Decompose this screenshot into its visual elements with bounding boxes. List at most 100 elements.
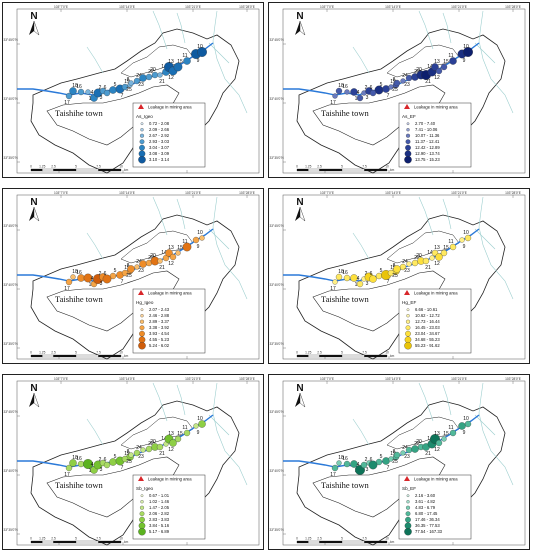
sampling-site-marker — [175, 250, 181, 256]
sampling-site-marker — [69, 459, 77, 467]
site-number-label: 23 — [404, 454, 410, 460]
sampling-site-marker — [399, 263, 407, 271]
legend-class-label: 2.93 - 3.03 — [149, 139, 170, 144]
site-number-label: 25 — [126, 87, 132, 93]
site-number-label: 8 — [127, 77, 130, 83]
sampling-site-marker — [139, 260, 147, 268]
town-label: Taishihe town — [321, 108, 370, 118]
legend-class-label: 3.04 - 3.07 — [149, 145, 170, 150]
site-number-label: 9 — [463, 244, 466, 250]
site-number-label: 25 — [126, 459, 132, 465]
site-number-label: 22 — [148, 69, 154, 75]
site-number-label: 21 — [159, 451, 165, 457]
sampling-site-marker — [343, 460, 351, 468]
svg-text:2.5: 2.5 — [51, 165, 56, 169]
site-number-label: 6 — [104, 85, 107, 91]
longitude-tick-label: 103°14'0"E — [385, 5, 401, 9]
map-svg: 103°7'0"E 103°14'0"E 103°21'0"E 103°28'0"E 3… — [270, 5, 526, 174]
site-number-label: 25 — [126, 273, 132, 279]
site-number-label: 6 — [370, 457, 373, 463]
legend-class-label: 6.80 - 17.45 — [415, 511, 438, 516]
sampling-site-marker — [369, 275, 377, 283]
site-number-label: 8 — [127, 449, 130, 455]
site-number-label: 8 — [393, 449, 396, 455]
site-number-label: 22 — [414, 255, 420, 261]
site-number-label: 14 — [427, 64, 433, 70]
sampling-site-marker — [344, 89, 350, 95]
site-number-label: 13 — [434, 59, 440, 65]
legend-class-label: 2.07 - 2.43 — [149, 307, 170, 312]
latitude-tick-label: 33°45'0"N — [4, 410, 19, 414]
sampling-site-marker — [343, 274, 351, 282]
leakage-legend-label: Leakage in mining area — [414, 105, 458, 110]
site-number-label: 4 — [357, 462, 360, 468]
legend-class-label: 12.90 - 13.74 — [415, 151, 440, 156]
sampling-site-marker — [332, 279, 338, 285]
site-number-label: 2 — [365, 457, 368, 463]
sampling-site-marker — [77, 88, 85, 96]
site-number-label: 24 — [136, 259, 142, 265]
site-number-label: 21 — [159, 265, 165, 271]
site-number-label: 24 — [136, 73, 142, 79]
latitude-tick-label: 33°45'0"N — [270, 38, 285, 42]
longitude-tick-label: 103°21'0"E — [451, 5, 467, 9]
sampling-site-marker — [199, 235, 205, 241]
svg-text:1.25: 1.25 — [39, 351, 45, 355]
map-panel-sb-igeo: 103°7'0"E 103°14'0"E 103°21'0"E 103°28'0"E 3… — [2, 374, 264, 550]
leakage-legend-label: Leakage in mining area — [414, 477, 458, 482]
svg-text:0: 0 — [296, 351, 298, 355]
longitude-tick-label: 103°28'0"E — [239, 191, 255, 195]
site-number-label: 10 — [197, 416, 203, 422]
site-number-label: 24 — [402, 259, 408, 265]
site-number-label: 15 — [443, 245, 449, 251]
sampling-site-marker — [198, 420, 206, 428]
svg-text:km: km — [124, 168, 129, 172]
sampling-site-marker — [441, 436, 447, 442]
leakage-legend-label: Leakage in mining area — [414, 291, 458, 296]
sampling-site-marker — [121, 269, 129, 277]
legend-class-label: 34.68 - 55.23 — [415, 337, 440, 342]
svg-text:2.5: 2.5 — [51, 351, 56, 355]
sampling-site-marker — [388, 456, 394, 462]
longitude-tick-label: 103°7'0"E — [54, 191, 68, 195]
latitude-tick-label: 33°35'0"N — [4, 528, 19, 532]
site-number-label: 14 — [427, 250, 433, 256]
sampling-site-marker — [400, 450, 406, 456]
legend-class-label: 12.42 - 12.89 — [415, 145, 440, 150]
site-number-label: 3 — [100, 281, 103, 287]
site-number-label: 16 — [342, 456, 348, 462]
site-number-label: 5 — [114, 268, 117, 274]
sampling-site-marker — [464, 234, 472, 242]
town-label: Taishihe town — [55, 108, 104, 118]
leakage-legend-label: Leakage in mining area — [148, 477, 192, 482]
site-number-label: 20 — [416, 67, 422, 73]
sampling-site-marker — [128, 80, 134, 86]
sampling-site-marker — [103, 461, 111, 469]
sampling-site-marker — [375, 458, 383, 466]
legend-class-label: 5.24 - 6.02 — [149, 343, 170, 348]
svg-text:1.25: 1.25 — [39, 165, 45, 169]
site-number-label: 1 — [355, 282, 358, 288]
site-number-label: 4 — [91, 90, 94, 96]
legend-class-label: 0.67 - 1.01 — [149, 493, 170, 498]
site-number-label: 13 — [434, 431, 440, 437]
site-number-label: 11 — [182, 53, 187, 59]
svg-text:N: N — [296, 11, 303, 22]
svg-text:1.25: 1.25 — [39, 537, 45, 541]
site-number-label: 15 — [443, 431, 449, 437]
site-number-label: 16 — [76, 456, 82, 462]
longitude-tick-label: 103°21'0"E — [185, 5, 201, 9]
latitude-tick-label: 33°35'0"N — [270, 528, 285, 532]
sampling-site-marker — [183, 57, 191, 65]
leakage-legend-label: Leakage in mining area — [148, 291, 192, 296]
legend-class-label: 0.72 - 2.08 — [149, 121, 170, 126]
map-legend: Leakage in mining area Sb_Igeo 0.67 - 1.01… — [132, 474, 206, 540]
sampling-site-marker — [411, 259, 419, 267]
sampling-site-marker — [440, 249, 448, 257]
sampling-site-marker — [183, 429, 191, 437]
site-number-label: 8 — [393, 77, 396, 83]
sampling-site-marker — [197, 47, 207, 57]
sampling-site-marker — [435, 67, 443, 75]
site-number-label: 11 — [448, 53, 453, 59]
